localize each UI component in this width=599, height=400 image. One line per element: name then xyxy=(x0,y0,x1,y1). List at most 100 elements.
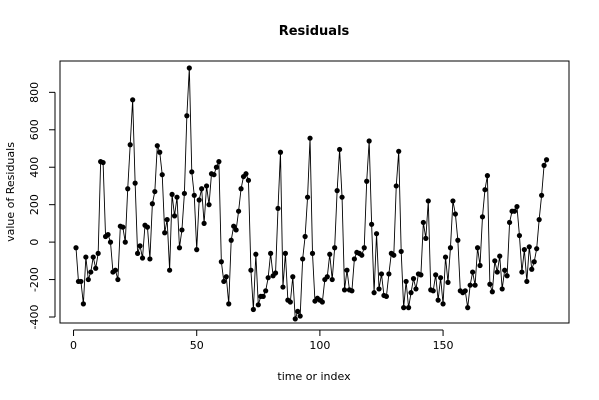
residual-point xyxy=(502,267,508,273)
residual-point xyxy=(93,265,99,271)
residual-point xyxy=(83,254,89,260)
y-axis-label: value of Residuals xyxy=(4,142,17,242)
residual-point xyxy=(339,194,345,200)
residual-point xyxy=(233,227,239,233)
y-tick-label: 200 xyxy=(28,194,41,215)
residual-point xyxy=(287,299,293,305)
residual-point xyxy=(171,213,178,219)
residual-point xyxy=(413,286,419,292)
residual-point xyxy=(201,220,207,226)
residual-point xyxy=(157,149,163,155)
residual-point xyxy=(364,178,370,184)
residual-point xyxy=(524,278,530,285)
residual-point xyxy=(263,288,269,294)
residuals-line xyxy=(75,67,547,320)
residual-point xyxy=(282,250,288,256)
x-tick-label: 100 xyxy=(309,339,330,352)
residual-point xyxy=(250,306,256,313)
residual-point xyxy=(125,186,131,192)
residual-point xyxy=(526,244,532,250)
residual-point xyxy=(504,273,510,279)
residual-point xyxy=(194,247,200,253)
residual-point xyxy=(295,308,301,314)
residual-point xyxy=(403,278,409,285)
residual-point xyxy=(280,284,286,290)
residual-point xyxy=(228,237,234,243)
residual-point xyxy=(391,252,397,258)
residual-point xyxy=(144,224,151,230)
residual-point xyxy=(186,65,192,71)
x-tick-label: 150 xyxy=(433,339,454,352)
residual-point xyxy=(112,267,119,273)
residual-point xyxy=(445,279,451,285)
residual-point xyxy=(176,245,183,251)
residual-point xyxy=(231,223,237,229)
residual-point xyxy=(191,192,197,198)
residual-point xyxy=(90,254,96,260)
residual-point xyxy=(243,171,249,177)
residual-point xyxy=(378,271,385,277)
residual-point xyxy=(122,239,128,245)
residual-point xyxy=(425,198,431,204)
residual-point xyxy=(307,135,313,141)
residual-point xyxy=(386,271,392,277)
residual-point xyxy=(447,245,454,251)
residual-point xyxy=(521,247,527,253)
residual-point xyxy=(477,262,483,269)
residual-point xyxy=(531,259,537,265)
residual-point xyxy=(470,269,476,275)
residual-point xyxy=(226,301,232,307)
residual-point xyxy=(245,177,252,183)
residual-point xyxy=(100,159,106,166)
residual-point xyxy=(487,281,493,287)
residual-point xyxy=(541,162,547,168)
residual-point xyxy=(452,211,458,217)
residual-point xyxy=(181,190,187,197)
residual-point xyxy=(433,272,439,278)
plot-frame xyxy=(59,60,570,324)
residual-point xyxy=(494,269,500,275)
residual-point xyxy=(405,305,412,311)
residual-point xyxy=(302,233,308,240)
residual-point xyxy=(292,316,298,322)
x-axis: 0 50 100 150 xyxy=(70,329,454,352)
residual-point xyxy=(534,246,540,252)
residual-point xyxy=(265,275,271,281)
residual-point xyxy=(366,138,372,144)
residual-point xyxy=(260,293,266,300)
residual-point xyxy=(107,239,114,245)
residual-point xyxy=(319,299,325,305)
residual-point xyxy=(206,202,212,208)
residual-point xyxy=(73,245,79,251)
y-tick-label: -400 xyxy=(28,305,41,330)
residual-point xyxy=(371,290,377,296)
residual-point xyxy=(423,235,429,241)
residual-point xyxy=(115,276,121,283)
residual-point xyxy=(105,232,111,238)
residual-point xyxy=(309,250,316,256)
residual-point xyxy=(290,274,296,280)
residual-point xyxy=(359,252,365,258)
residual-point xyxy=(519,269,525,275)
residual-point xyxy=(327,251,333,257)
y-tick-label: 400 xyxy=(28,157,41,178)
residual-point xyxy=(85,276,91,283)
residual-point xyxy=(179,227,185,233)
residual-point xyxy=(410,276,417,282)
residual-point xyxy=(499,286,505,292)
residual-point xyxy=(334,188,340,194)
residual-point xyxy=(438,275,444,281)
residual-point xyxy=(255,302,261,308)
residual-point xyxy=(154,143,160,149)
residual-point xyxy=(134,250,141,256)
residual-point xyxy=(341,287,348,293)
residual-point xyxy=(80,301,86,307)
residual-point xyxy=(159,172,165,178)
residual-point xyxy=(474,245,481,251)
residual-point xyxy=(199,186,205,192)
y-tick-label: 800 xyxy=(28,82,41,103)
residual-point xyxy=(169,191,175,197)
residual-point xyxy=(137,243,143,249)
residual-point xyxy=(492,258,498,264)
